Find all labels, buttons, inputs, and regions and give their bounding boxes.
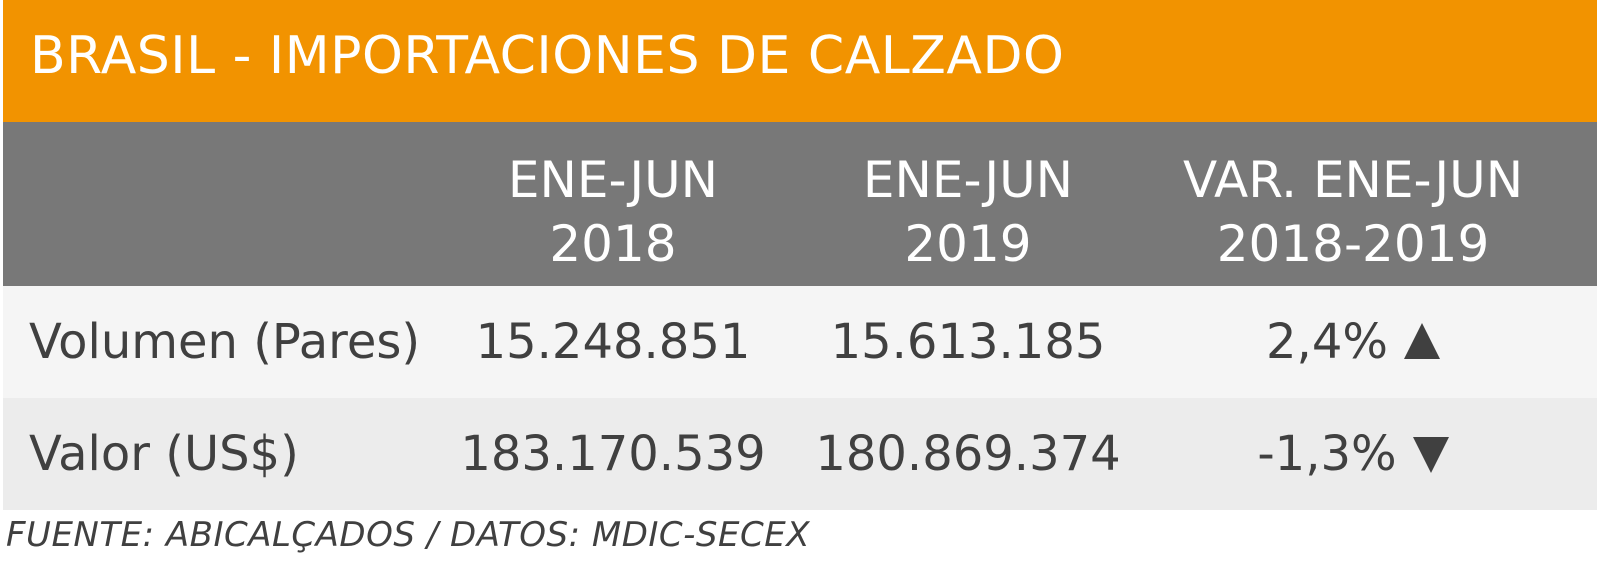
cell-value-2018: 183.170.539 (460, 426, 766, 482)
variation-value: 2,4% (1266, 314, 1388, 370)
header-line: ENE-JUN (862, 151, 1074, 209)
header-line: 2018 (549, 215, 677, 273)
cell-value-2019: 180.869.374 (815, 426, 1121, 482)
header-ene-jun-2019: ENE-JUN 2019 (803, 148, 1133, 276)
cell-variation: 2,4% (1183, 286, 1523, 398)
header-ene-jun-2018: ENE-JUN 2018 (448, 148, 778, 276)
title-bar: BRASIL - IMPORTACIONES DE CALZADO (3, 0, 1597, 122)
row-label: Volumen (Pares) (29, 314, 421, 370)
header-row: ENE-JUN 2018 ENE-JUN 2019 VAR. ENE-JUN 2… (3, 122, 1597, 286)
cell-value-2019: 15.613.185 (830, 314, 1106, 370)
header-line: ENE-JUN (507, 151, 719, 209)
cell-variation: -1,3% (1183, 398, 1523, 510)
triangle-down-icon (1412, 437, 1449, 473)
triangle-up-icon (1403, 323, 1440, 359)
header-line: VAR. ENE-JUN (1183, 151, 1524, 209)
row-label: Valor (US$) (29, 426, 299, 482)
table-row-valor: Valor (US$) 183.170.539 180.869.374 -1,3… (3, 398, 1597, 510)
header-line: 2019 (904, 215, 1032, 273)
table-row-volumen: Volumen (Pares) 15.248.851 15.613.185 2,… (3, 286, 1597, 398)
table-title: BRASIL - IMPORTACIONES DE CALZADO (30, 26, 1065, 86)
cell-value-2018: 15.248.851 (475, 314, 751, 370)
variation-value: -1,3% (1257, 426, 1397, 482)
header-line: 2018-2019 (1216, 215, 1490, 273)
header-variation: VAR. ENE-JUN 2018-2019 (1183, 148, 1523, 276)
source-note: FUENTE: ABICALÇADOS / DATOS: MDIC-SECEX (6, 515, 810, 555)
